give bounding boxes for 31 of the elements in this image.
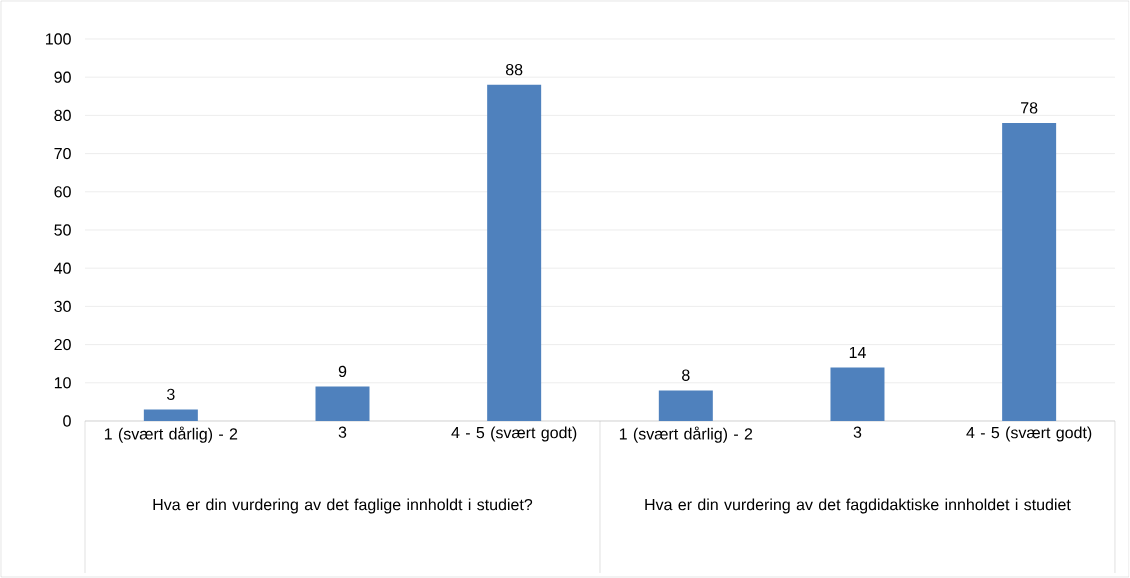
bar bbox=[658, 390, 713, 421]
text: Hva er din vurdering av det faglige innholdt i studiet? bbox=[153, 498, 533, 514]
data-label: 14 bbox=[849, 346, 866, 358]
data-label: 3 bbox=[167, 388, 175, 400]
bar bbox=[143, 409, 198, 421]
bar bbox=[1002, 123, 1057, 421]
x-tick-label: 3 bbox=[853, 426, 862, 438]
data-label: 88 bbox=[505, 63, 523, 76]
x-tick-label: 3 bbox=[338, 426, 347, 438]
y-tick-label: 70 bbox=[54, 147, 71, 160]
bar bbox=[830, 367, 885, 421]
y-tick-label: 10 bbox=[54, 377, 71, 389]
x-tick-label: 4 - 5 (svært godt) bbox=[966, 426, 1092, 442]
y-tick-label: 80 bbox=[54, 109, 71, 122]
bar bbox=[315, 386, 370, 421]
y-tick-label: 30 bbox=[54, 300, 71, 313]
x-tick-label: 1 (svært dårlig) - 2 bbox=[619, 426, 753, 443]
text: Hva er din vurdering av det fagdidaktiske innholdet i studiet bbox=[645, 498, 1071, 514]
data-label: 78 bbox=[1021, 102, 1038, 114]
bar bbox=[487, 84, 542, 421]
data-label: 9 bbox=[338, 365, 347, 378]
data-label: 8 bbox=[682, 369, 690, 381]
y-tick-label: 0 bbox=[63, 415, 71, 427]
y-tick-label: 50 bbox=[54, 224, 71, 236]
y-tick-label: 100 bbox=[46, 33, 71, 45]
x-tick-label: 1 (svært dårlig) - 2 bbox=[104, 426, 238, 443]
y-tick-label: 20 bbox=[54, 338, 71, 351]
y-tick-label: 60 bbox=[54, 186, 71, 198]
x-tick-label: 4 - 5 (svært godt) bbox=[451, 426, 577, 442]
y-tick-label: 40 bbox=[54, 262, 71, 274]
y-tick-label: 90 bbox=[54, 71, 71, 83]
